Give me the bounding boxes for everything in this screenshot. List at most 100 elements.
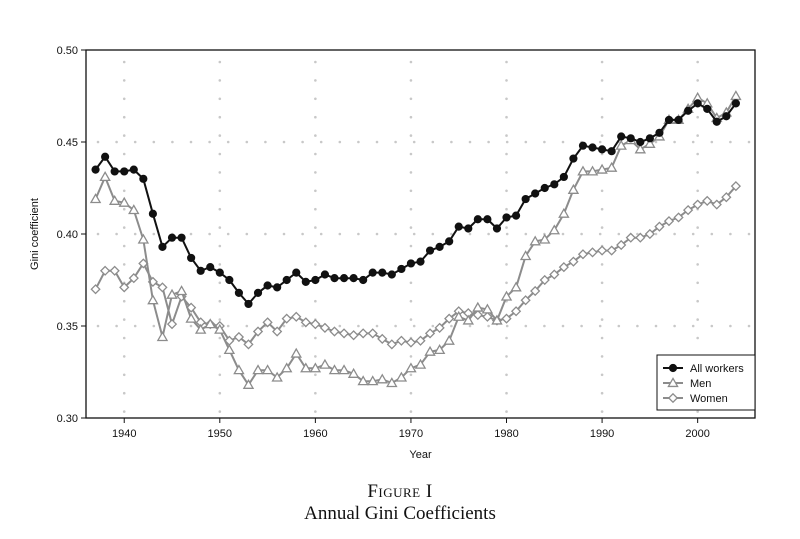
data-point [626, 134, 635, 143]
grid-dot [338, 324, 342, 328]
grid-dot [314, 299, 317, 303]
data-point [281, 313, 292, 324]
grid-dot [505, 152, 508, 156]
grid-dot [218, 152, 222, 156]
grid-dot [314, 171, 317, 174]
data-point [396, 335, 407, 346]
data-point [311, 275, 320, 285]
data-point [378, 268, 387, 277]
data-point [177, 233, 186, 242]
grid-dot [409, 207, 413, 211]
data-point [616, 239, 627, 251]
data-point [435, 242, 444, 251]
grid-dot [218, 355, 222, 358]
data-point [577, 249, 589, 260]
y-tick-label: 0.40 [57, 229, 78, 241]
data-point [128, 273, 139, 284]
data-point [674, 115, 683, 125]
data-point [301, 277, 310, 286]
grid-dot [543, 140, 546, 144]
data-point [655, 128, 664, 137]
data-point [711, 199, 722, 210]
legend-label: Men [690, 378, 711, 390]
data-point [261, 364, 274, 375]
data-point [234, 288, 244, 297]
x-tick-label: 1950 [208, 428, 232, 440]
x-tick-label: 1970 [399, 428, 423, 440]
grid-dot [409, 355, 413, 358]
data-point [405, 362, 417, 373]
data-point [453, 310, 465, 321]
data-point [569, 154, 578, 163]
data-point [520, 295, 531, 306]
data-point [233, 364, 245, 375]
data-point [472, 301, 484, 312]
data-point [148, 209, 157, 218]
grid-dot [409, 171, 413, 174]
data-point [597, 145, 607, 154]
data-point [377, 333, 388, 344]
data-point [644, 228, 655, 240]
grid-dot [598, 324, 602, 328]
grid-dot [600, 97, 604, 101]
data-point [376, 373, 388, 384]
grid-dot [505, 355, 508, 358]
data-point [357, 375, 369, 386]
grid-dot [189, 232, 193, 236]
grid-dot [561, 232, 565, 236]
data-point [99, 265, 111, 276]
data-point [214, 323, 226, 334]
data-point [243, 339, 254, 350]
grid-dot [710, 140, 714, 144]
data-point [367, 328, 378, 339]
data-point [617, 132, 626, 141]
grid-dot [505, 171, 508, 174]
data-point [510, 281, 522, 292]
data-point [300, 317, 311, 328]
grid-dot [115, 232, 118, 236]
x-tick-label: 2000 [685, 428, 709, 440]
grid-dot [409, 79, 413, 82]
data-point [606, 245, 617, 256]
data-point [166, 288, 178, 299]
data-point [158, 242, 167, 251]
grid-dot [122, 299, 126, 303]
grid-dot [505, 140, 509, 144]
grid-dot [171, 140, 174, 144]
grid-dot [409, 391, 413, 395]
data-point [99, 171, 111, 182]
data-point [252, 326, 264, 337]
data-point [635, 232, 646, 243]
grid-dot [245, 140, 249, 144]
data-point [309, 362, 322, 373]
data-point [530, 285, 541, 297]
series-circle [91, 99, 740, 309]
grid-dot [409, 97, 413, 101]
series-layer [89, 90, 742, 389]
grid-dot [468, 324, 472, 328]
grid-dot [314, 189, 317, 193]
grid-dot [673, 140, 676, 144]
grid-dot [394, 232, 397, 236]
data-point [175, 285, 188, 296]
data-point [654, 221, 665, 232]
data-point [204, 318, 216, 329]
grid-dot [314, 152, 317, 156]
data-point [730, 181, 742, 192]
figure-title: Annual Gini Coefficients [304, 503, 496, 524]
data-point [444, 313, 455, 324]
grid-dot [314, 373, 317, 377]
data-point [492, 224, 502, 233]
data-point [110, 167, 119, 176]
grid-dot [314, 355, 317, 358]
grid-dot [505, 263, 508, 266]
grid-dot [696, 244, 699, 248]
grid-dot [505, 60, 508, 64]
figure-label: Figure I [367, 481, 433, 502]
grid-dot [409, 373, 413, 377]
grid-dot [747, 140, 751, 144]
data-point [607, 147, 616, 156]
x-tick-label: 1980 [494, 428, 518, 440]
grid-dot [505, 134, 508, 137]
grid-dot [375, 324, 379, 328]
